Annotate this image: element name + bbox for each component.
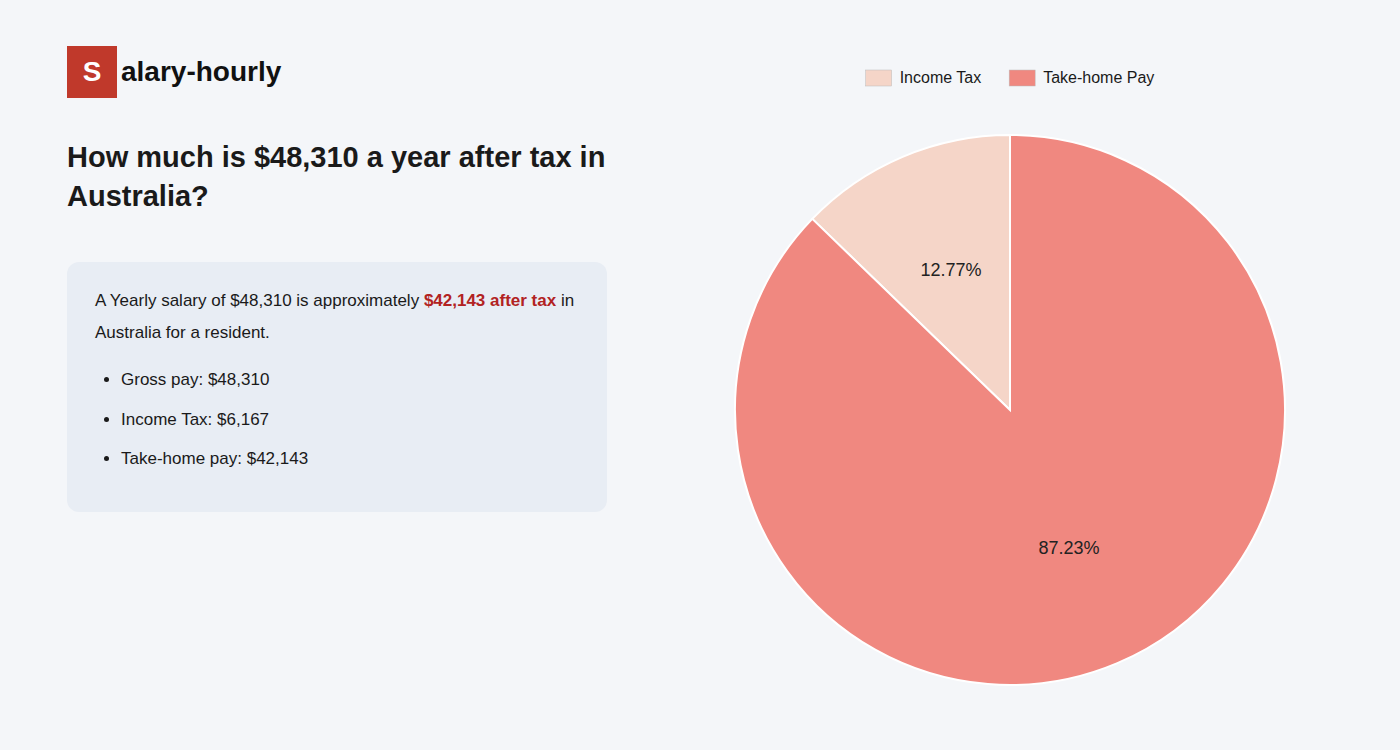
legend-label: Take-home Pay	[1043, 69, 1154, 86]
body-highlight: $42,143 after tax	[424, 291, 556, 310]
title: How much is $48,310 a year after tax in …	[67, 138, 627, 216]
logo: Salary-hourly	[67, 46, 281, 98]
data-label: 12.77%	[920, 260, 981, 280]
legend-swatch	[866, 70, 892, 86]
pie-slice	[735, 135, 1285, 685]
bullet-point: Take-home pay: $42,143	[121, 446, 579, 472]
legend-swatch	[1009, 70, 1035, 86]
legend-item: Take-home Pay	[1009, 69, 1154, 86]
bullet-point: Gross pay: $48,310	[121, 367, 579, 393]
slices	[735, 135, 1285, 685]
pie-chart: 12.77% 87.23% Income Tax Take-home Pay	[660, 0, 1380, 750]
body-line: Australia for a resident.	[95, 320, 579, 346]
bullet-point: Income Tax: $6,167	[121, 407, 579, 433]
body-text: A Yearly salary of $48,310 is approximat…	[95, 291, 424, 310]
body-line: A Yearly salary of $48,310 is approximat…	[95, 288, 579, 314]
logo-letter: S	[67, 46, 117, 98]
body-text: in	[556, 291, 574, 310]
data-label: 87.23%	[1039, 538, 1100, 558]
data-labels: 12.77% 87.23%	[920, 260, 1099, 558]
legend-item: Income Tax	[866, 69, 982, 86]
legend-label: Income Tax	[900, 69, 982, 86]
bullet-list: Gross pay: $48,310 Income Tax: $6,167 Take…	[95, 367, 579, 472]
logo-text: alary-hourly	[121, 56, 281, 88]
legend: Income Tax Take-home Pay	[866, 69, 1155, 86]
info-box: A Yearly salary of $48,310 is approximat…	[67, 262, 607, 512]
